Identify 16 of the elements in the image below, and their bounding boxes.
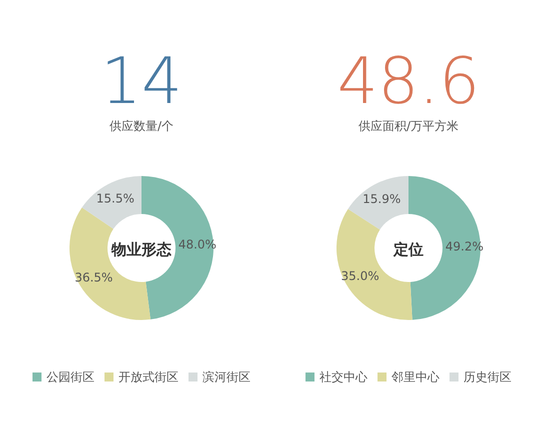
data-label: 15.5%: [96, 192, 134, 206]
legend-label: 邻里中心: [392, 370, 440, 384]
text: 供应面积/万平方米: [358, 119, 459, 133]
text: 物业形态: [110, 240, 172, 258]
legend-label: 开放式街区: [118, 370, 178, 384]
data-label: 36.5%: [74, 270, 113, 284]
text: 48.6: [337, 45, 480, 119]
legend-label: 社交中心: [320, 370, 368, 384]
data-label: 35.0%: [341, 269, 380, 284]
legend-label: 历史街区: [464, 370, 512, 384]
text: 供应数量/个: [109, 119, 174, 133]
text: 14: [100, 45, 182, 119]
text: 定位: [392, 240, 424, 258]
data-label: 15.9%: [362, 192, 401, 206]
legend-label: 公园街区: [46, 370, 94, 384]
legend-label: 滨河街区: [202, 370, 250, 384]
